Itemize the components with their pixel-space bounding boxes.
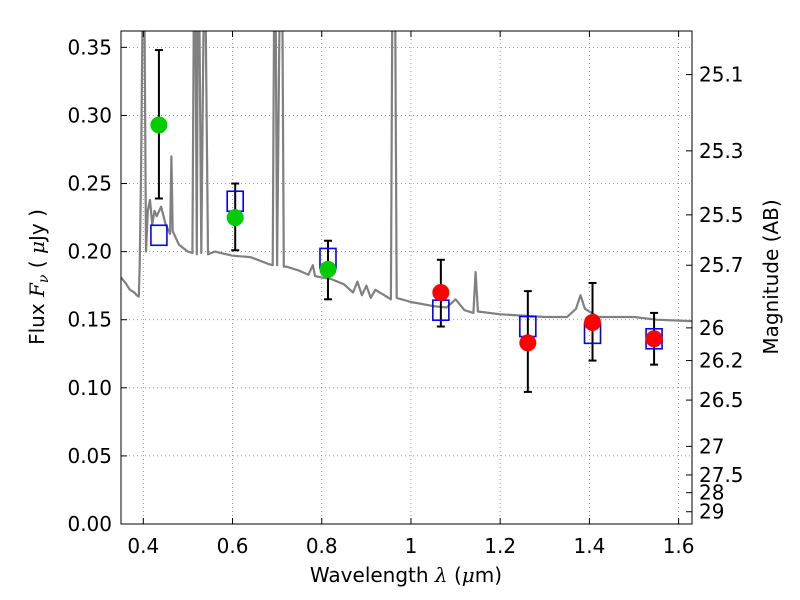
right-tick-label: 29 xyxy=(699,500,724,524)
red-data-point xyxy=(584,313,602,331)
y-tick-label: 0.35 xyxy=(67,35,112,59)
right-tick-label: 28 xyxy=(699,481,724,505)
x-tick-label: 0.8 xyxy=(306,534,338,558)
y-tick-label: 0.10 xyxy=(67,376,112,400)
x-tick-label: 1 xyxy=(405,534,418,558)
right-tick-label: 26 xyxy=(699,316,724,340)
right-tick-label: 25.1 xyxy=(699,63,744,87)
plot-frame xyxy=(120,30,693,525)
model-photometry-square xyxy=(150,224,168,247)
green-data-point xyxy=(150,116,168,134)
right-tick-label: 25.7 xyxy=(699,253,744,277)
y-axis-title: Flux Fν ( μJy ) xyxy=(25,209,52,345)
x-axis-title: Wavelength λ (μm) xyxy=(310,563,502,587)
y-tick-label: 0.20 xyxy=(67,240,112,264)
spectrum-line xyxy=(121,31,692,323)
data-markers xyxy=(150,116,663,352)
right-tick-label: 27 xyxy=(699,434,724,458)
red-data-point xyxy=(432,283,450,301)
axis-ticks: 0.4 0.6 0.8 1 1.2 1.4 1.6 0.00 0.05 0.10 0.15 0.20 0… xyxy=(67,31,744,558)
y-tick-label: 0.15 xyxy=(67,308,112,332)
right-tick-label: 26.5 xyxy=(699,388,744,412)
red-data-point xyxy=(519,334,537,352)
y-right-axis-title: Magnitude (AB) xyxy=(759,199,783,354)
x-tick-label: 1.6 xyxy=(663,534,695,558)
x-tick-label: 1.4 xyxy=(573,534,605,558)
y-tick-label: 0.30 xyxy=(67,103,112,127)
green-data-point xyxy=(319,260,337,278)
red-data-point xyxy=(645,330,663,348)
y-tick-label: 0.25 xyxy=(67,172,112,196)
x-tick-label: 1.2 xyxy=(484,534,516,558)
right-tick-label: 27.5 xyxy=(699,463,744,487)
right-tick-label: 25.5 xyxy=(699,203,744,227)
green-data-point xyxy=(226,209,244,227)
x-tick-label: 0.4 xyxy=(127,534,159,558)
right-tick-label: 25.3 xyxy=(699,139,744,163)
y-tick-label: 0.00 xyxy=(67,512,112,536)
model-spectrum xyxy=(121,31,692,323)
x-tick-label: 0.6 xyxy=(217,534,249,558)
right-tick-label: 26.2 xyxy=(699,349,744,373)
y-tick-label: 0.05 xyxy=(67,444,112,468)
